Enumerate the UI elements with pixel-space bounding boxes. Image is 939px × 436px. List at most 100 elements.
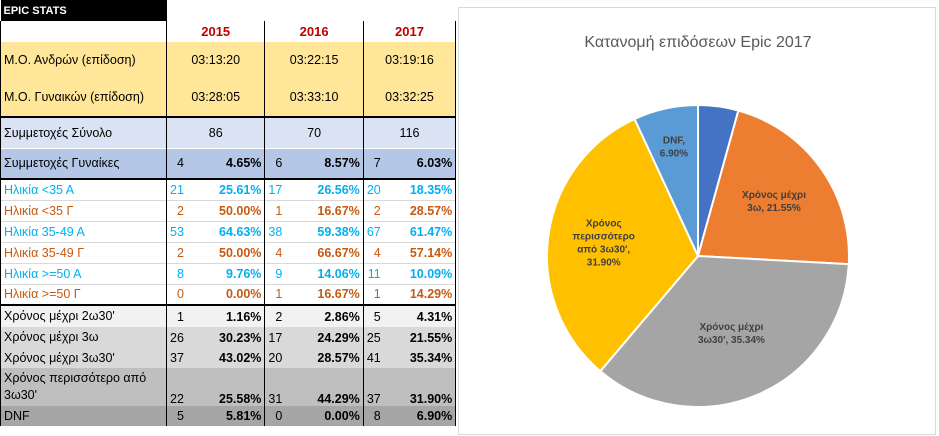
avg-value: 03:19:16: [362, 42, 457, 78]
count-value: 9: [264, 263, 286, 284]
percent-value: 8.57%: [324, 156, 360, 171]
count-value: 2: [165, 200, 187, 221]
count-value: 21: [165, 179, 187, 200]
slice-data-label: Χρόνος μέχρι 2ω30', 4.31%: [686, 63, 750, 87]
slice-data-label: Χρόνος περισσότερο από 3ω30', 31.90%: [573, 219, 635, 269]
percent-value: 18.35%: [383, 179, 457, 200]
count-value: 22: [165, 368, 187, 406]
row-label: Ηλικία 35-49 Α: [0, 221, 167, 242]
percent-value: 50.00%: [219, 203, 262, 218]
percent-value: 31.90%: [383, 368, 457, 406]
count-value: 6: [264, 148, 286, 179]
row-label: Ηλικία <35 Α: [0, 179, 167, 200]
percent-value: 0.00%: [225, 287, 262, 302]
percent-value: 5.81%: [225, 409, 262, 423]
table-title: EPIC STATS: [0, 0, 167, 21]
percent-value: 6.90%: [383, 406, 457, 426]
percent-value: 4.31%: [383, 305, 457, 327]
count-value: 4: [264, 242, 286, 263]
percent-value: 59.38%: [317, 224, 360, 239]
count-value: 7: [362, 148, 384, 179]
age-row: Ηλικία <35 Α 21 25.61% 17 26.56% 20 18.35%: [0, 179, 457, 200]
year-header-2015: 2015: [165, 21, 265, 42]
percent-value: 25.61%: [219, 182, 262, 197]
count-value: 11: [362, 263, 384, 284]
pie-slice: [546, 117, 700, 373]
pie-chart: Χρόνος μέχρι 2ω30', 4.31% Χρόνος μέχρι 3ω, …: [546, 63, 850, 408]
count-value: 53: [165, 221, 187, 242]
age-row: Ηλικία >=50 Α 8 9.76% 9 14.06% 11 10.09%: [0, 263, 457, 284]
count-value: 17: [264, 327, 286, 348]
percent-value: 0.00%: [324, 409, 360, 423]
count-value: 4: [362, 242, 384, 263]
row-label: Μ.Ο. Ανδρών (επίδοση): [0, 42, 167, 78]
chart-panel: Κατανομή επιδόσεων Epic 2017 Χρόνος μέχρ…: [458, 7, 936, 435]
percent-value: 25.58%: [219, 392, 262, 406]
percent-value: 64.63%: [219, 224, 262, 239]
age-row: Ηλικία >=50 Γ 0 0.00% 1 16.67% 1 14.29%: [0, 284, 457, 305]
count-value: 17: [264, 179, 286, 200]
time-row: Χρόνος μέχρι 2ω30' 1 1.16% 2 2.86% 5 4.31%: [0, 305, 457, 327]
percent-value: 26.56%: [317, 182, 360, 197]
pie-slice: [598, 254, 850, 408]
pie-slice: [696, 109, 850, 266]
time-groups: Χρόνος μέχρι 2ω30' 1 1.16% 2 2.86% 5 4.31% Χρόν…: [0, 305, 457, 426]
percent-value: 43.02%: [219, 351, 262, 365]
percent-value: 44.29%: [317, 392, 360, 406]
count-value: 2: [264, 305, 286, 327]
percent-value: 14.06%: [317, 266, 360, 281]
age-row: Ηλικία 35-49 Α 53 64.63% 38 59.38% 67 61.47%: [0, 221, 457, 242]
count-value: 2: [165, 242, 187, 263]
count-value: 1: [165, 305, 187, 327]
row-label: Ηλικία 35-49 Γ: [0, 242, 167, 263]
count-value: 70: [264, 117, 364, 148]
percent-value: 16.67%: [317, 287, 360, 302]
percent-value: 30.23%: [219, 330, 262, 345]
year-header-2016: 2016: [264, 21, 364, 42]
count-value: 5: [362, 305, 384, 327]
count-value: 38: [264, 221, 286, 242]
age-row: Ηλικία 35-49 Γ 2 50.00% 4 66.67% 4 57.14%: [0, 242, 457, 263]
row-label: DNF: [0, 406, 167, 426]
percent-value: 10.09%: [383, 263, 457, 284]
time-row: Χρόνος μέχρι 3ω30' 37 43.02% 20 28.57% 41 35.3…: [0, 348, 457, 368]
count-value: 5: [165, 406, 187, 426]
count-value: 26: [165, 327, 187, 348]
percent-value: 16.67%: [317, 203, 360, 218]
count-value: 0: [165, 284, 187, 305]
row-label: Συμμετοχές Γυναίκες: [0, 148, 167, 179]
count-value: 4: [165, 148, 187, 179]
count-value: 116: [362, 117, 457, 148]
percent-value: 66.67%: [317, 245, 360, 260]
row-label: Συμμετοχές Σύνολο: [0, 117, 167, 148]
percent-value: 50.00%: [219, 245, 262, 260]
percent-value: 4.65%: [225, 156, 262, 171]
count-value: 2: [362, 200, 384, 221]
count-value: 20: [264, 348, 286, 368]
count-value: 37: [165, 348, 187, 368]
percent-value: 24.29%: [317, 330, 360, 345]
count-value: 86: [165, 117, 265, 148]
avg-value: 03:32:25: [362, 78, 457, 117]
count-value: 1: [264, 284, 286, 305]
percent-value: 57.14%: [383, 242, 457, 263]
year-header-2017: 2017: [362, 21, 457, 42]
row-label: Χρόνος μέχρι 3ω30': [0, 348, 167, 368]
count-value: 25: [362, 327, 384, 348]
row-label: Ηλικία <35 Γ: [0, 200, 167, 221]
count-value: 8: [362, 406, 384, 426]
stats-table: EPIC STATS 2015 2016 2017 Μ.Ο. Ανδρών (ε…: [0, 0, 457, 426]
count-value: 1: [362, 284, 384, 305]
row-label: Ηλικία >=50 Α: [0, 263, 167, 284]
avg-value: 03:13:20: [165, 42, 265, 78]
count-value: 8: [165, 263, 187, 284]
count-value: 20: [362, 179, 384, 200]
percent-value: 61.47%: [383, 221, 457, 242]
count-value: 0: [264, 406, 286, 426]
avg-women-row: Μ.Ο. Γυναικών (επίδοση) 03:28:05 03:33:1…: [0, 78, 457, 117]
avg-value: 03:33:10: [264, 78, 364, 117]
percent-value: 28.57%: [317, 351, 360, 365]
row-label: Χρόνος περισσότερο από 3ω30': [0, 368, 167, 406]
count-value: 31: [264, 368, 286, 406]
percent-value: 9.76%: [225, 266, 262, 281]
